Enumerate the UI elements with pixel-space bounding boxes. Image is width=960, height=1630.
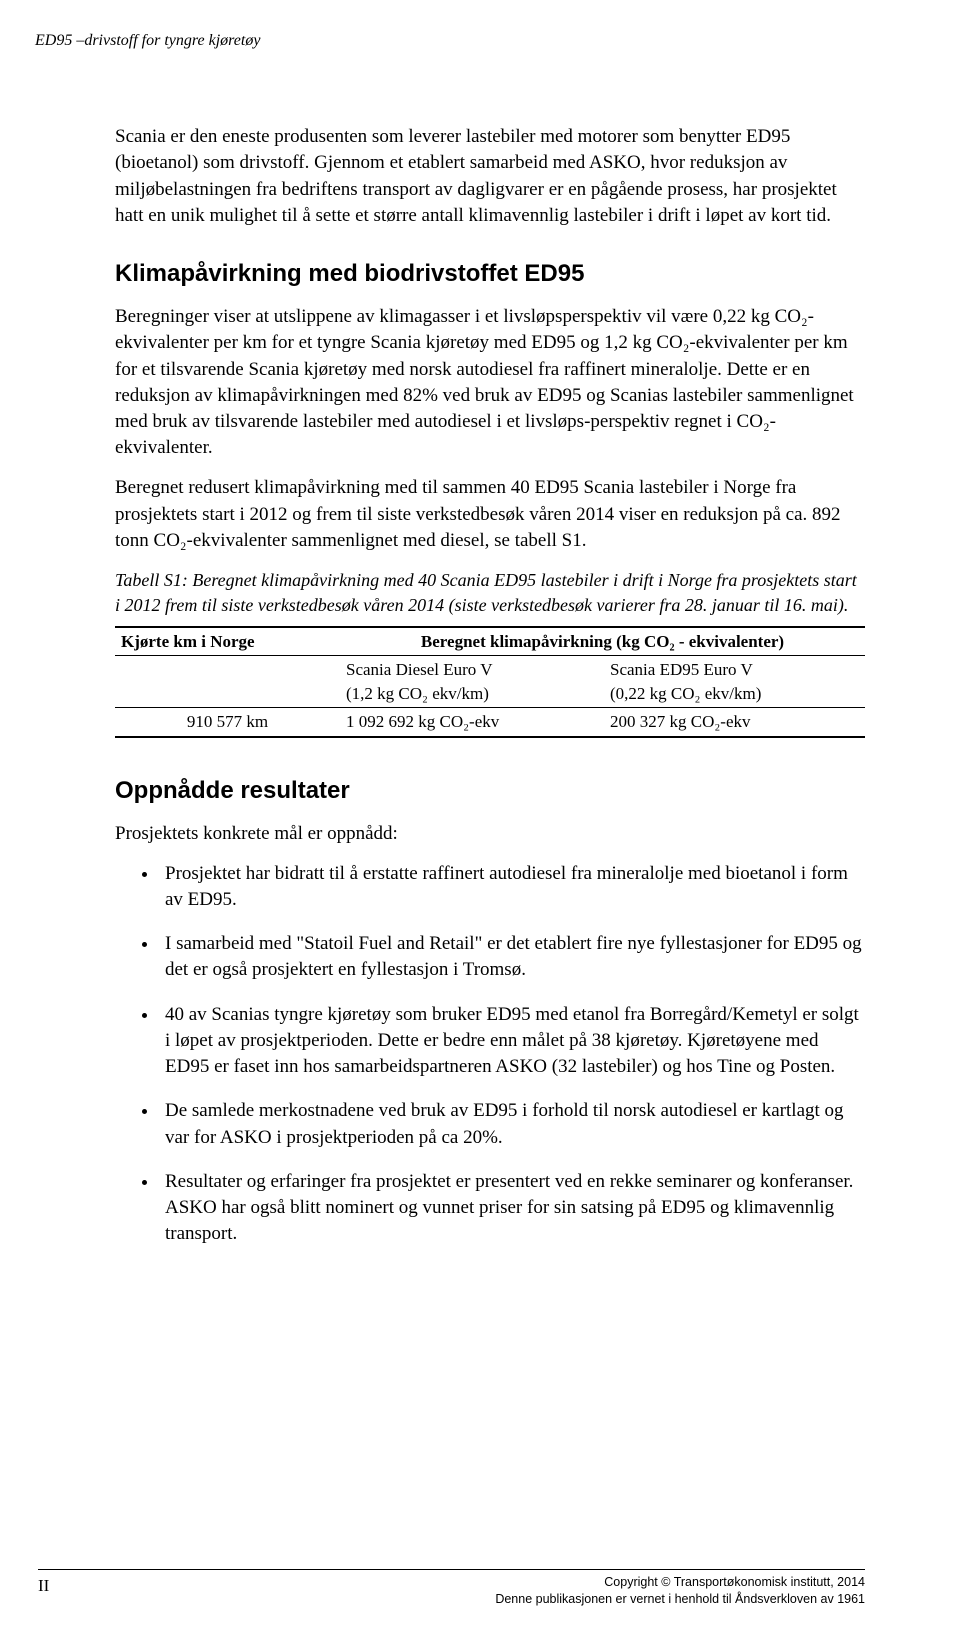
- table-subhead-diesel: Scania Diesel Euro V (1,2 kg CO₂ ekv/km): [340, 656, 604, 708]
- paragraph-1: Beregninger viser at utslippene av klima…: [115, 304, 865, 461]
- table-header-col1: Kjørte km i Norge: [115, 627, 340, 656]
- list-item: 40 av Scanias tyngre kjøretøy som bruker…: [159, 1002, 865, 1081]
- list-item: De samlede merkostnadene ved bruk av ED9…: [159, 1098, 865, 1150]
- table-caption: Tabell S1: Beregnet klimapåvirkning med …: [115, 568, 865, 618]
- list-item: I samarbeid med "Statoil Fuel and Retail…: [159, 931, 865, 983]
- bullet-list: Prosjektet har bidratt til å erstatte ra…: [115, 861, 865, 1248]
- table-header-span: Beregnet klimapåvirkning (kg CO₂ - ekviv…: [340, 627, 865, 656]
- running-header: ED95 –drivstoff for tyngre kjøretøy: [35, 30, 865, 52]
- list-item: Resultater og erfaringer fra prosjektet …: [159, 1169, 865, 1248]
- paragraph-3: Prosjektets konkrete mål er oppnådd:: [115, 821, 865, 847]
- heading-klimapavirkning: Klimapåvirkning med biodrivstoffet ED95: [115, 257, 865, 290]
- intro-paragraph: Scania er den eneste produsenten som lev…: [115, 124, 865, 229]
- list-item: Prosjektet har bidratt til å erstatte ra…: [159, 861, 865, 913]
- heading-oppnadde: Oppnådde resultater: [115, 774, 865, 807]
- table-subhead-ed95: Scania ED95 Euro V (0,22 kg CO₂ ekv/km): [604, 656, 865, 708]
- table-row1-km: 910 577 km: [115, 708, 340, 737]
- table-row1-ed95: 200 327 kg CO₂-ekv: [604, 708, 865, 737]
- table-row1-diesel: 1 092 692 kg CO₂-ekv: [340, 708, 604, 737]
- page-number: II: [38, 1574, 49, 1597]
- footer-copyright: Copyright © Transportøkonomisk institutt…: [495, 1574, 865, 1608]
- paragraph-2: Beregnet redusert klimapåvirkning med ti…: [115, 475, 865, 554]
- page-footer: II Copyright © Transportøkonomisk instit…: [38, 1569, 865, 1608]
- table-s1: Kjørte km i Norge Beregnet klimapåvirkni…: [115, 626, 865, 738]
